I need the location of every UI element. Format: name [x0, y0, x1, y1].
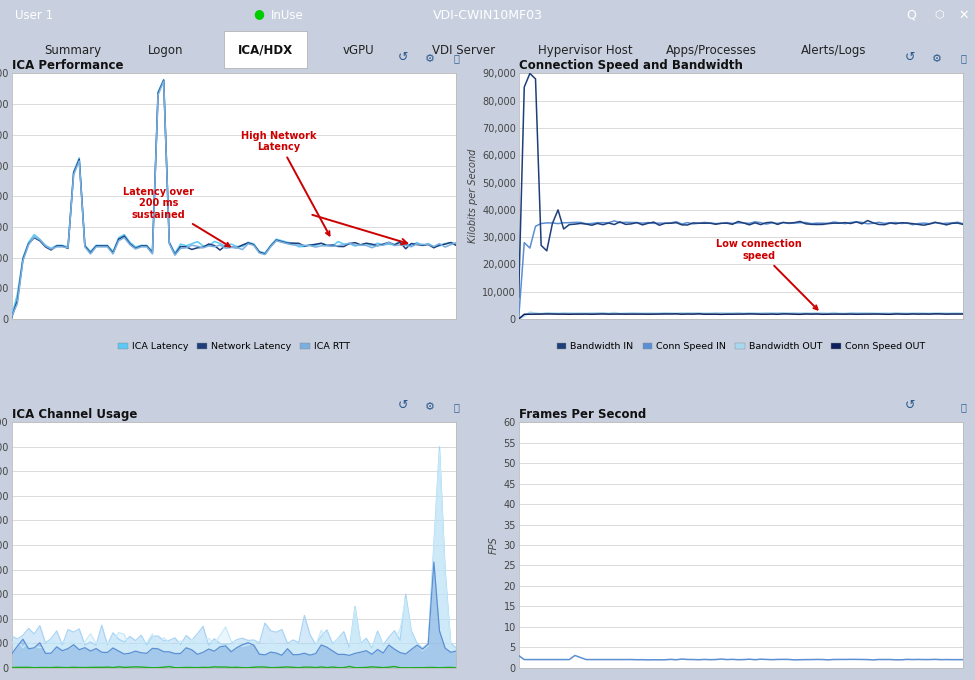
Text: High Network
Latency: High Network Latency	[241, 131, 330, 235]
Text: ⬜: ⬜	[453, 54, 459, 64]
Text: Hypervisor Host: Hypervisor Host	[537, 44, 633, 56]
Bar	[224, 31, 307, 68]
Text: Q: Q	[907, 9, 916, 22]
Text: Summary: Summary	[45, 44, 101, 56]
Legend: Bandwidth IN, Conn Speed IN, Bandwidth OUT, Conn Speed OUT: Bandwidth IN, Conn Speed IN, Bandwidth O…	[553, 339, 929, 355]
Text: Low connection
speed: Low connection speed	[716, 239, 817, 309]
Text: ⚙: ⚙	[932, 54, 942, 64]
Text: ICA Channel Usage: ICA Channel Usage	[12, 408, 137, 421]
Text: ⬜: ⬜	[960, 403, 966, 412]
Text: ↺: ↺	[398, 50, 409, 64]
Text: ⚙: ⚙	[425, 54, 435, 64]
Text: ⬜: ⬜	[960, 54, 966, 64]
Text: Alerts/Logs: Alerts/Logs	[800, 44, 867, 56]
Y-axis label: FPS: FPS	[489, 536, 499, 554]
Text: VDI Server: VDI Server	[432, 44, 494, 56]
Legend: ICA Latency, Network Latency, ICA RTT: ICA Latency, Network Latency, ICA RTT	[114, 339, 354, 355]
Text: ↺: ↺	[905, 399, 916, 412]
Text: Connection Speed and Bandwidth: Connection Speed and Bandwidth	[519, 59, 743, 72]
Text: ✕: ✕	[958, 9, 968, 22]
Text: vGPU: vGPU	[342, 44, 374, 56]
Text: ↺: ↺	[905, 50, 916, 64]
Text: Apps/Processes: Apps/Processes	[666, 44, 758, 56]
Text: Frames Per Second: Frames Per Second	[519, 408, 645, 421]
Text: VDI-CWIN10MF03: VDI-CWIN10MF03	[433, 9, 542, 22]
Text: ICA/HDX: ICA/HDX	[238, 44, 293, 56]
Text: ⬜: ⬜	[453, 403, 459, 412]
Text: InUse: InUse	[271, 9, 304, 22]
Text: ●: ●	[254, 7, 264, 20]
Text: Logon: Logon	[148, 44, 183, 56]
Text: ↺: ↺	[398, 399, 409, 412]
Text: ⬡: ⬡	[934, 10, 944, 20]
Text: Latency over
200 ms
sustained: Latency over 200 ms sustained	[123, 186, 230, 246]
Y-axis label: Kilobits per Second: Kilobits per Second	[468, 149, 478, 243]
Text: ICA Performance: ICA Performance	[12, 59, 123, 72]
Text: User 1: User 1	[15, 9, 53, 22]
Text: ⚙: ⚙	[425, 403, 435, 412]
